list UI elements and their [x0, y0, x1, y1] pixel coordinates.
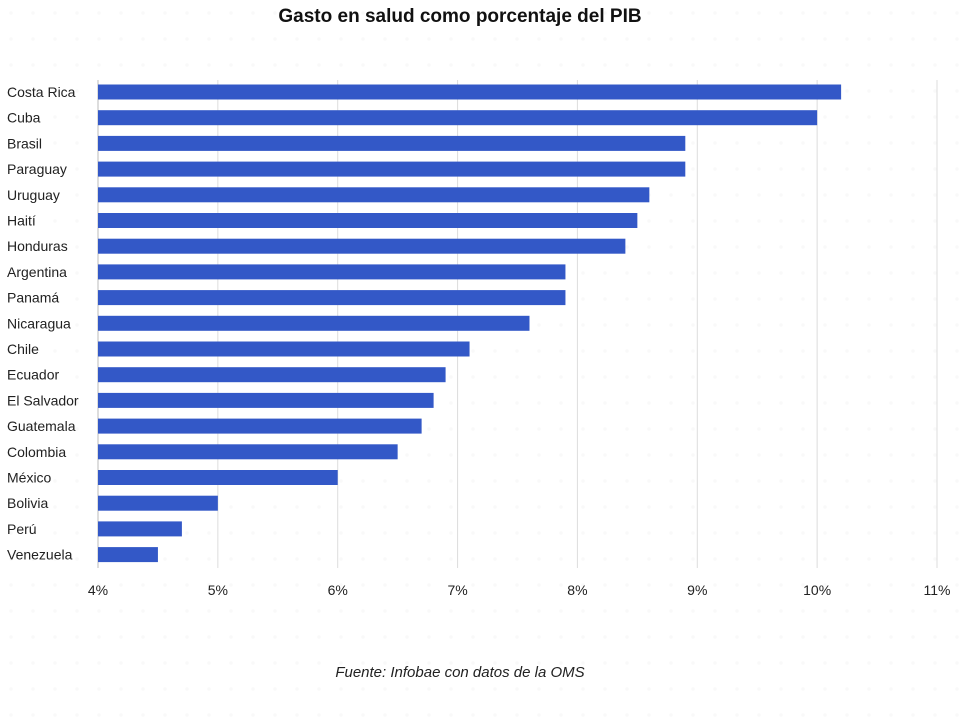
- category-labels: Costa Rica Cuba Brasil Paraguay Uruguay Haití…: [7, 84, 79, 563]
- category-label: Haití: [7, 213, 36, 229]
- category-label: Venezuela: [7, 547, 73, 563]
- bar: [98, 392, 434, 408]
- bar: [98, 521, 182, 537]
- bars: [98, 84, 842, 563]
- category-label: Chile: [7, 341, 39, 357]
- bar: [98, 213, 638, 228]
- category-label: Paraguay: [7, 161, 67, 177]
- chart-title: Gasto en salud como porcentaje del PIB: [278, 6, 642, 27]
- category-label: El Salvador: [7, 392, 79, 408]
- bar: [98, 110, 818, 126]
- category-label: Ecuador: [7, 367, 59, 383]
- bar: [98, 495, 218, 511]
- category-label: Honduras: [7, 238, 68, 254]
- category-label: Colombia: [7, 444, 66, 460]
- x-tick-label: 9%: [687, 582, 707, 598]
- x-tick-labels: 4% 5% 6% 7% 8% 9% 10% 11%: [88, 582, 951, 598]
- x-tick-label: 7%: [447, 582, 467, 598]
- bar: [98, 238, 626, 254]
- x-tick-label: 6%: [328, 582, 348, 598]
- bar: [98, 187, 650, 203]
- bar: [98, 315, 530, 331]
- bar: [98, 161, 686, 177]
- category-label: Brasil: [7, 135, 42, 151]
- x-tick-label: 4%: [88, 582, 108, 598]
- category-label: Argentina: [7, 264, 67, 280]
- bar: [98, 547, 158, 563]
- category-label: Panamá: [7, 290, 59, 306]
- source-note: Fuente: Infobae con datos de la OMS: [335, 664, 585, 681]
- category-label: Uruguay: [7, 187, 60, 203]
- bar: [98, 264, 566, 280]
- x-tick-label: 5%: [208, 582, 228, 598]
- bar: [98, 367, 446, 383]
- category-label: Guatemala: [7, 418, 76, 434]
- bar: [98, 135, 686, 151]
- x-tick-label: 8%: [567, 582, 587, 598]
- category-label: Costa Rica: [7, 84, 76, 100]
- x-tick-label: 11%: [924, 582, 951, 598]
- category-label: Cuba: [7, 110, 41, 126]
- x-tick-label: 10%: [803, 582, 831, 598]
- bar: [98, 418, 422, 434]
- category-label: México: [7, 470, 52, 486]
- category-label: Bolivia: [7, 495, 48, 511]
- category-label: Perú: [7, 521, 37, 537]
- category-label: Nicaragua: [7, 315, 71, 331]
- bar: [98, 470, 338, 485]
- bar: [98, 84, 842, 100]
- bar: [98, 341, 470, 357]
- bar: [98, 444, 398, 460]
- bar: [98, 290, 566, 306]
